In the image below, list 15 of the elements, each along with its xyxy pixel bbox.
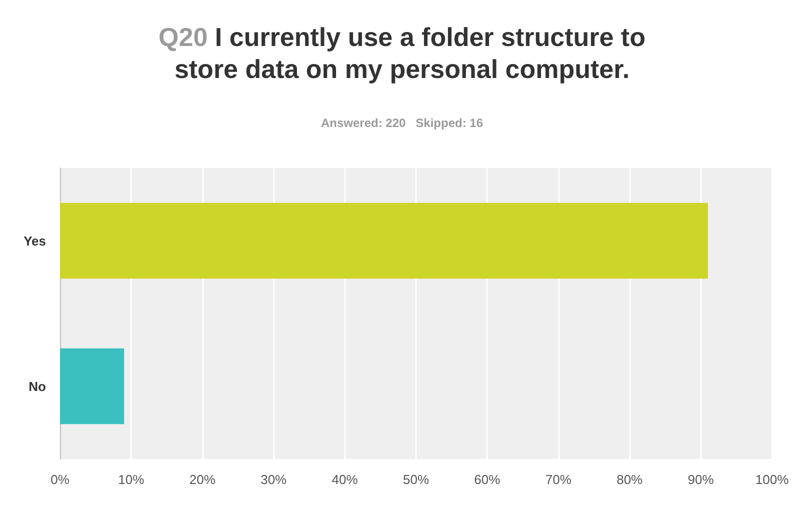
x-tick-label: 80% [616, 472, 644, 487]
x-tick-label: 100% [755, 472, 790, 487]
x-tick-label: 0% [50, 472, 70, 487]
y-tick-label: No [28, 378, 46, 394]
chart-title: Q20 I currently use a folder structure to store data on my personal computer. [158, 22, 646, 84]
chart-subtitle: Answered: 220 Skipped: 16 [320, 116, 484, 130]
x-tick-label: 50% [402, 472, 430, 487]
x-tick-label: 90% [688, 472, 714, 487]
x-tick-label: 20% [189, 472, 216, 487]
y-tick-label: Yes [24, 233, 46, 248]
x-tick-label: 10% [118, 472, 145, 487]
x-tick-label: 40% [332, 472, 358, 487]
x-tick-label: 60% [474, 472, 501, 487]
x-tick-label: 30% [260, 472, 288, 487]
x-tick-label: 70% [545, 472, 572, 487]
